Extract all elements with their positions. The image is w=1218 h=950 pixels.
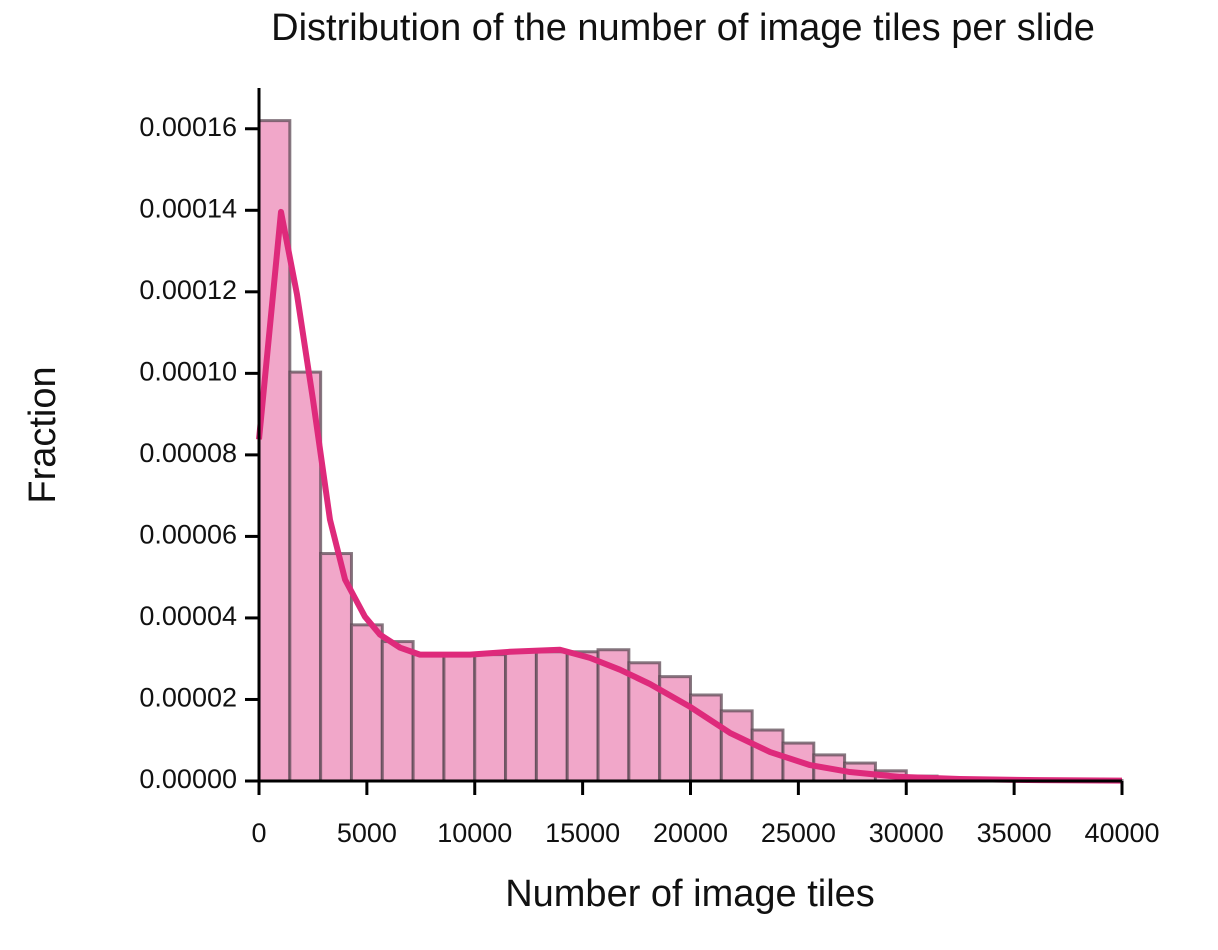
y-tick-label: 0.00012 [139,275,237,305]
bar [380,640,415,783]
y-tick-label: 0.00008 [139,438,237,468]
y-tick-label: 0.00010 [139,356,237,386]
x-tick-label: 15000 [545,818,620,848]
y-tick-label: 0.00002 [139,683,237,713]
x-axis-label: Number of image tiles [505,873,875,915]
y-tick-label: 0.00006 [139,520,237,550]
y-tick-label: 0.00004 [139,601,237,631]
x-tick-label: 0 [251,818,266,848]
y-axis-label: Fraction [22,366,64,503]
x-tick-label: 25000 [761,818,836,848]
kde-line [256,208,1123,784]
bar [442,653,477,783]
x-tick-label: 20000 [653,818,728,848]
x-tick-label: 5000 [337,818,397,848]
bar [411,653,446,783]
bar [349,623,384,783]
bar [534,650,569,783]
x-tick-label: 35000 [977,818,1052,848]
bar [719,709,754,783]
y-tick-label: 0.00000 [139,764,237,794]
y-tick-label: 0.00016 [139,112,237,142]
x-tick-label: 10000 [437,818,512,848]
x-tick-label: 30000 [869,818,944,848]
bar [504,650,538,783]
chart-title: Distribution of the number of image tile… [271,7,1095,49]
y-tick-label: 0.00014 [139,193,237,223]
x-tick-label: 40000 [1084,818,1159,848]
bar [565,650,600,783]
bar [473,653,508,783]
